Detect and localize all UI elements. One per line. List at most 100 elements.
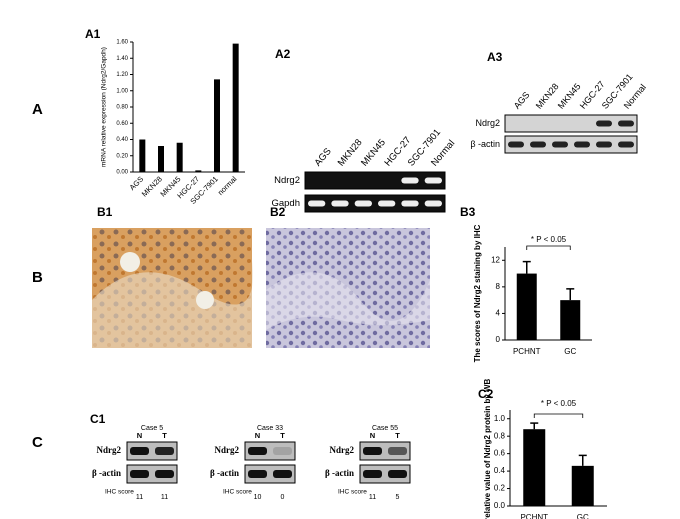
section-label: C <box>32 434 43 451</box>
row-label: β -actin <box>470 139 500 149</box>
gel-strip <box>304 194 446 213</box>
panel-label: B1 <box>97 205 113 219</box>
significance-bracket <box>533 413 584 418</box>
y-tick-label: 0 <box>496 335 501 344</box>
row-label: β -actin <box>325 468 354 478</box>
row-label: β -actin <box>210 468 239 478</box>
bar <box>560 300 581 340</box>
band <box>130 447 149 455</box>
row-label: β -actin <box>92 468 121 478</box>
lane-label: AGS <box>312 146 333 168</box>
bar <box>139 139 146 172</box>
lumen <box>196 291 214 309</box>
score-label: IHC score <box>105 489 134 496</box>
y-tick-label: 0.6 <box>494 449 506 458</box>
ihc-score: 0 <box>281 494 285 501</box>
panel-label: A3 <box>487 50 503 64</box>
bar <box>232 43 239 172</box>
lane-label: MKN28 <box>336 137 365 168</box>
tissue <box>92 260 253 348</box>
lane-label: T <box>395 431 400 440</box>
ihc-score: 10 <box>254 494 262 501</box>
blot-strip <box>244 464 296 484</box>
y-tick-label: 8 <box>496 282 501 291</box>
bar <box>571 465 594 506</box>
row-label: Ndrg2 <box>97 445 122 455</box>
band <box>273 470 292 478</box>
panel-label: C1 <box>90 412 106 426</box>
row-label: Ndrg2 <box>215 445 240 455</box>
y-tick-label: 0.80 <box>116 105 128 111</box>
band <box>155 447 174 455</box>
panel-label: B3 <box>460 205 476 219</box>
band <box>130 470 149 478</box>
y-tick-label: 1.0 <box>494 414 506 423</box>
blot-strip <box>359 441 411 461</box>
band <box>363 470 382 478</box>
band <box>248 470 267 478</box>
band <box>424 200 442 207</box>
lane-label: N <box>255 431 260 440</box>
section-label: B <box>32 269 43 286</box>
blot-strip <box>244 441 296 461</box>
band <box>530 141 546 148</box>
bar <box>516 273 537 340</box>
band <box>155 470 174 478</box>
annotation: * P < 0.05 <box>541 399 577 408</box>
band <box>354 200 372 207</box>
ihc-score: 11 <box>161 494 168 501</box>
band <box>552 141 568 148</box>
bar <box>195 170 202 172</box>
band <box>273 447 292 455</box>
bar <box>523 429 546 506</box>
band <box>388 470 407 478</box>
y-tick-label: 4 <box>496 309 501 318</box>
significance-bracket <box>526 245 571 250</box>
lane-label: MKN45 <box>359 137 388 168</box>
lane-label: AGS <box>512 90 532 111</box>
y-tick-label: 0.40 <box>116 137 128 143</box>
ihc-score: 5 <box>396 494 400 501</box>
x-tick-label: PCHNT <box>513 347 541 356</box>
lane-label: N <box>137 431 142 440</box>
lane-label: T <box>162 431 167 440</box>
y-tick-label: 0.0 <box>494 501 506 510</box>
band <box>363 447 382 455</box>
y-tick-label: 0.4 <box>494 466 506 475</box>
band <box>424 177 442 184</box>
band <box>248 447 267 455</box>
y-axis-label: The scores of Ndrg2 staining by IHC <box>473 224 482 362</box>
row-label: Ndrg2 <box>330 445 355 455</box>
y-tick-label: 0.60 <box>116 121 128 127</box>
band <box>401 200 419 207</box>
band <box>596 120 612 127</box>
row-label: Gapdh <box>271 198 300 209</box>
y-tick-label: 0.20 <box>116 153 128 159</box>
y-tick-label: 1.00 <box>116 88 128 94</box>
annotation: * P < 0.05 <box>531 235 567 244</box>
gel-strip <box>504 114 638 133</box>
bar <box>214 79 220 172</box>
panel-label: A1 <box>85 27 101 41</box>
band <box>508 141 524 148</box>
y-tick-label: 1.60 <box>116 40 128 46</box>
lane-label: N <box>370 431 375 440</box>
x-tick-label: GC <box>577 513 589 519</box>
score-label: IHC score <box>223 489 252 496</box>
blot-strip <box>359 464 411 484</box>
gel-strip <box>304 171 446 190</box>
bar <box>176 142 183 172</box>
band <box>618 120 634 127</box>
x-tick-label: PCHNT <box>520 513 548 519</box>
y-tick-label: 1.20 <box>116 72 128 78</box>
y-tick-label: 12 <box>491 255 500 264</box>
case-title: Case 33 <box>257 425 283 432</box>
band <box>378 200 396 207</box>
lane-label: T <box>280 431 285 440</box>
band <box>388 447 407 455</box>
y-axis-label: The relative value of Ndrg2 protein by W… <box>483 378 492 519</box>
band <box>618 141 634 148</box>
band <box>574 141 590 148</box>
bar <box>158 146 164 172</box>
